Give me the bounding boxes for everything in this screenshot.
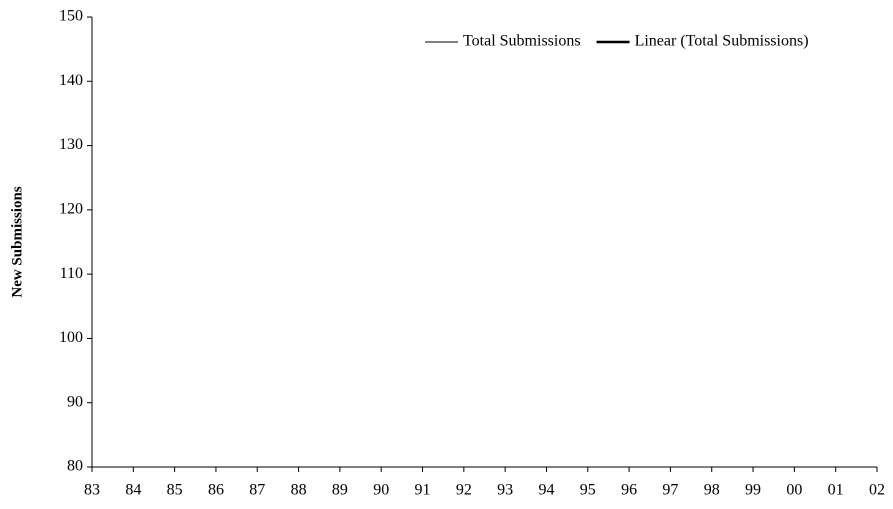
x-tick-label: 84 (125, 482, 141, 499)
x-tick-label: 88 (291, 482, 307, 499)
legend-label: Total Submissions (463, 33, 581, 50)
y-tick-label: 110 (60, 265, 83, 282)
y-tick-label: 140 (59, 72, 83, 89)
y-tick-label: 120 (59, 201, 83, 218)
x-tick-label: 95 (580, 482, 596, 499)
x-tick-label: 98 (704, 482, 720, 499)
x-tick-label: 91 (415, 482, 431, 499)
y-tick-label: 90 (67, 393, 83, 410)
x-tick-label: 00 (786, 482, 802, 499)
x-tick-label: 85 (167, 482, 183, 499)
x-tick-label: 89 (332, 482, 348, 499)
x-tick-label: 96 (621, 482, 637, 499)
x-tick-label: 86 (208, 482, 224, 499)
y-tick-label: 130 (59, 136, 83, 153)
y-axis-label: New Submissions (9, 186, 25, 297)
x-tick-label: 99 (745, 482, 761, 499)
x-tick-label: 02 (869, 482, 885, 499)
x-tick-label: 92 (456, 482, 472, 499)
y-tick-label: 100 (59, 329, 83, 346)
legend-label: Linear (Total Submissions) (635, 33, 809, 50)
y-tick-label: 80 (67, 458, 83, 475)
y-tick-label: 150 (59, 8, 83, 25)
x-tick-label: 87 (249, 482, 265, 499)
x-tick-label: 83 (84, 482, 100, 499)
x-tick-label: 97 (662, 482, 678, 499)
x-tick-label: 93 (497, 482, 513, 499)
x-tick-label: 01 (828, 482, 844, 499)
x-tick-label: 94 (538, 482, 554, 499)
x-tick-label: 90 (373, 482, 389, 499)
